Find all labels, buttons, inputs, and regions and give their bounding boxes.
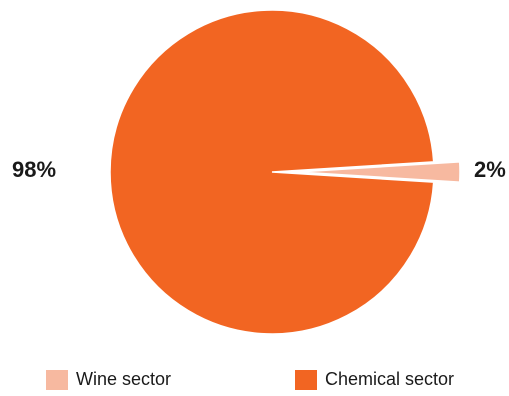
legend: Wine sector Chemical sector [0, 369, 509, 393]
data-label-wine-sector: 2% [474, 157, 506, 182]
legend-label-chemical-sector: Chemical sector [325, 369, 455, 389]
pie-slice-chemical-sector [109, 9, 435, 335]
legend-item-wine-sector: Wine sector [46, 369, 171, 390]
legend-label-wine-sector: Wine sector [76, 369, 172, 389]
data-label-chemical-sector: 98% [12, 157, 56, 182]
legend-swatch-wine-sector [46, 369, 68, 390]
pie-slices [109, 9, 461, 335]
pie-slice-wine-sector [297, 161, 461, 183]
legend-swatch-chemical-sector [295, 369, 317, 390]
legend-item-chemical-sector: Chemical sector [295, 369, 454, 390]
